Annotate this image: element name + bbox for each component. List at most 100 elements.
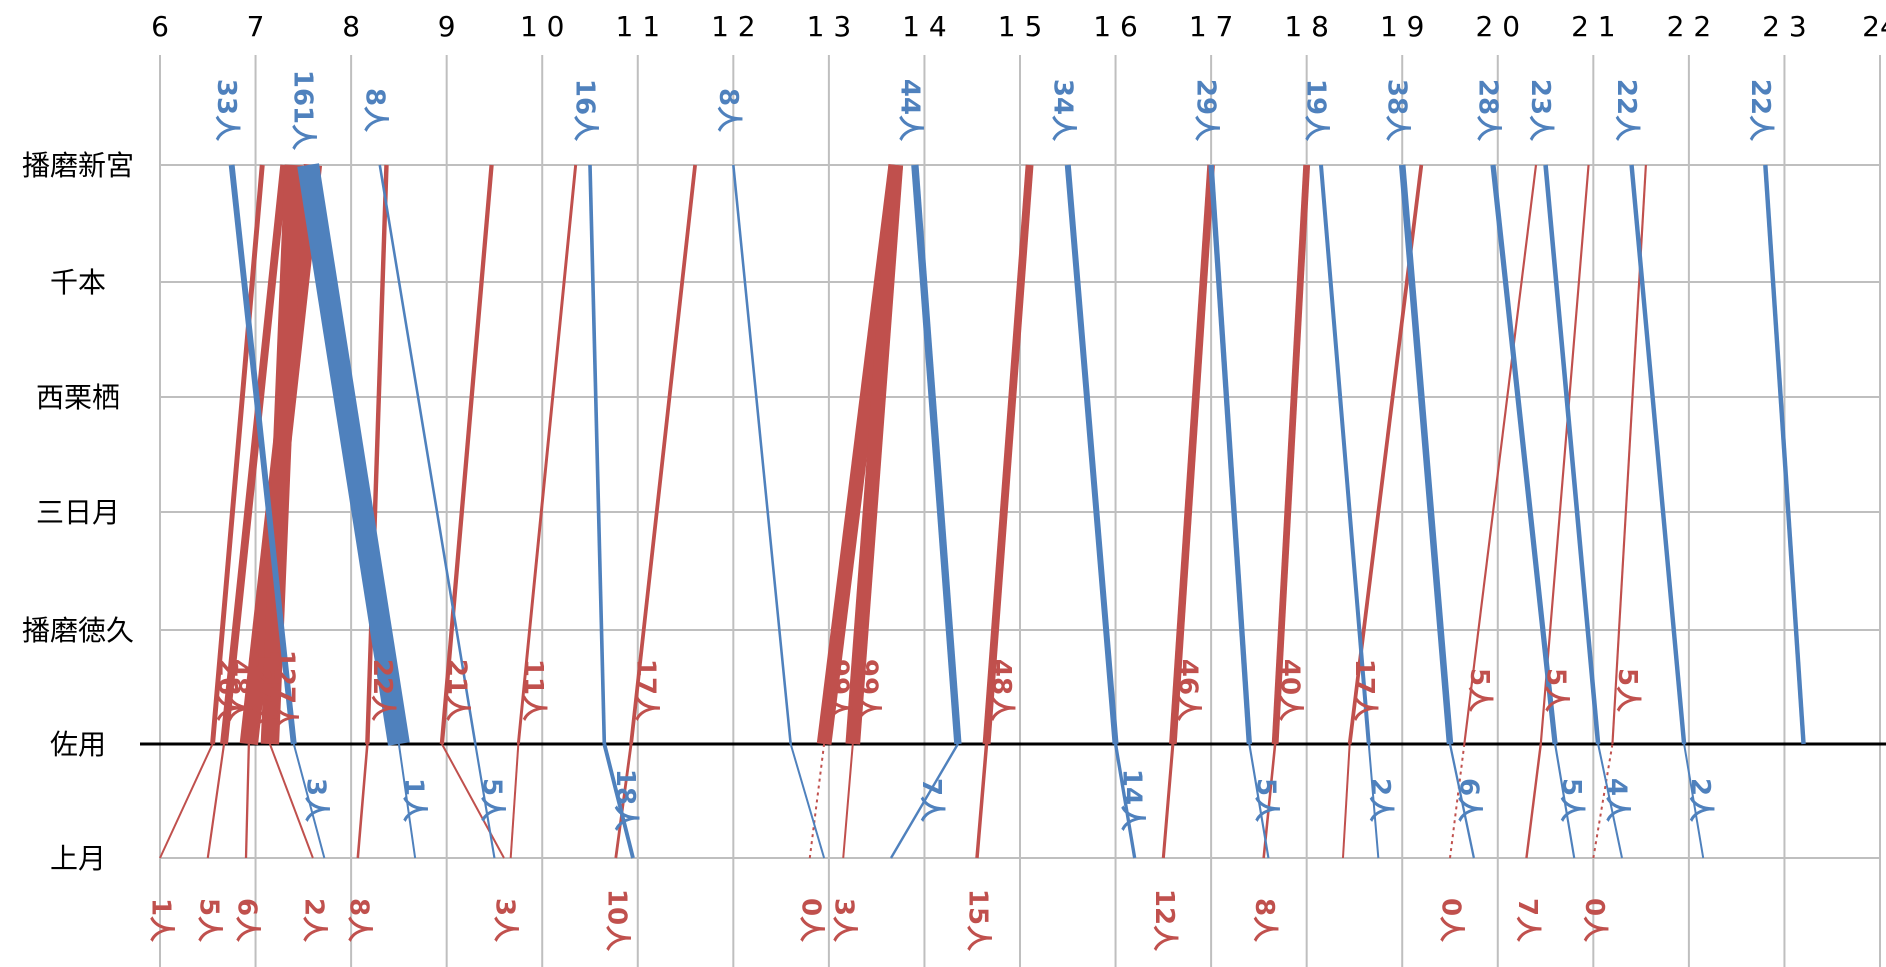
hour-tick-label: 1 5 [998, 10, 1043, 43]
hour-tick-label: 2 3 [1762, 10, 1807, 43]
hour-tick-label: 2 2 [1667, 10, 1712, 43]
passenger-count-label: 8人 [343, 898, 373, 942]
passenger-labels: 1人 26人 5人 48人 6人 127人 2人 127人 8人 22人 3人 21人 11人 10人 17… [146, 70, 1775, 951]
passenger-count-label: 12人 [1149, 889, 1179, 951]
passenger-count-label: 17人 [1349, 659, 1379, 721]
passenger-count-label: 22人 [1745, 79, 1775, 141]
station-label: 西栗栖 [36, 381, 120, 414]
up-train-segment-upper [260, 164, 303, 745]
down-train-segment-upper [378, 164, 477, 745]
hour-tick-label: 6 [151, 10, 169, 43]
passenger-count-label: 127人 [248, 650, 278, 730]
down-train-segment-lower [1248, 743, 1270, 859]
passenger-count-label: 3人 [829, 898, 859, 942]
down-train-segment-lower [789, 743, 826, 859]
up-train-segment-lower [356, 743, 369, 859]
passenger-count-label: 22人 [367, 659, 397, 721]
passenger-count-label: 38人 [1382, 79, 1412, 141]
passenger-count-label: 14人 [1117, 769, 1147, 831]
down-train-segment-lower [1113, 743, 1137, 859]
hour-tick-label: 1 4 [902, 10, 947, 43]
down-train-segment-lower [474, 743, 496, 859]
passenger-count-label: 2人 [1685, 778, 1715, 822]
hour-tick-label: 1 0 [520, 10, 565, 43]
passenger-count-label: 5人 [1250, 778, 1280, 822]
up-train-segment-lower [441, 743, 505, 859]
passenger-count-label: 0人 [1436, 898, 1466, 942]
up-train-segment-lower [159, 743, 214, 859]
station-label: 播磨新宮 [22, 149, 134, 182]
passenger-count-label: 5人 [476, 778, 506, 822]
passenger-count-label: 18人 [610, 769, 640, 831]
passenger-count-label: 34人 [1047, 79, 1077, 141]
down-train-segment-lower [1683, 743, 1705, 859]
down-train-segment-upper [1398, 164, 1454, 745]
hour-tick-label: 1 3 [807, 10, 852, 43]
up-train-segment-upper [220, 164, 289, 745]
passenger-count-label: 5人 [1540, 668, 1570, 712]
passenger-count-label: 26人 [212, 659, 242, 721]
passenger-count-label: 5人 [1556, 778, 1586, 822]
passenger-count-label: 3人 [490, 898, 520, 942]
passenger-count-label: 3人 [301, 778, 331, 822]
hour-tick-label: 1 1 [616, 10, 661, 43]
passenger-count-label: 10人 [601, 889, 631, 951]
passenger-count-label: 29人 [1191, 79, 1221, 141]
hour-tick-label: 8 [342, 10, 360, 43]
passenger-count-label: 16人 [570, 79, 600, 141]
down-train-segment-lower [602, 743, 635, 859]
up-train-segment-upper [845, 164, 904, 745]
hour-tick-label: 1 9 [1380, 10, 1425, 43]
up-train-segment-upper [1539, 164, 1590, 745]
passenger-count-label: 127人 [269, 650, 299, 730]
down-train-segment-upper [588, 164, 607, 745]
passenger-count-label: 23人 [1525, 79, 1555, 141]
hour-tick-label: 2 0 [1476, 10, 1521, 43]
passenger-count-label: 161人 [288, 70, 318, 150]
passenger-count-label: 6人 [1453, 778, 1483, 822]
down-train-segment-upper [1763, 164, 1806, 745]
up-train-segment-lower [509, 743, 520, 859]
up-train-segment-lower [808, 743, 826, 859]
passenger-count-label: 22人 [1611, 79, 1641, 141]
station-label: 三日月 [36, 496, 120, 529]
up-train-segment-upper [629, 164, 697, 745]
down-train-segment-upper [732, 164, 792, 745]
down-train-segment-lower [292, 743, 326, 859]
up-train-segment-lower [1449, 743, 1466, 859]
down-train-segment-lower [397, 743, 417, 859]
station-label: 佐用 [50, 728, 106, 761]
hour-tick-labels: 6 7 8 9 1 0 1 1 1 2 1 3 1 4 1 5 1 6 1 7 1 8 1 9 2 0 2 1… [151, 10, 1886, 43]
down-train-segment-upper [1543, 164, 1601, 745]
passenger-count-label: 7人 [916, 778, 946, 822]
down-train-segment-lower [1367, 743, 1380, 859]
passenger-count-label: 0人 [1579, 898, 1609, 942]
passenger-count-label: 5人 [193, 898, 223, 942]
passenger-count-label: 0人 [795, 898, 825, 942]
up-train-segment-upper [1271, 164, 1311, 745]
down-train-segment-upper [1629, 164, 1687, 745]
up-train-segment-upper [365, 164, 389, 745]
passenger-count-label: 99人 [824, 659, 854, 721]
up-train-segment-lower [206, 743, 226, 859]
hour-tick-label: 1 8 [1284, 10, 1329, 43]
hour-tick-label: 1 7 [1189, 10, 1234, 43]
hour-tick-label: 24 [1862, 10, 1886, 43]
passenger-count-label: 2人 [298, 898, 328, 942]
passenger-count-label: 28人 [1473, 79, 1503, 141]
passenger-count-label: 19人 [1301, 79, 1331, 141]
up-train-segment-upper [1169, 164, 1215, 745]
hour-tick-label: 9 [438, 10, 456, 43]
up-train-segment-lower [842, 743, 854, 859]
passenger-count-label: 40人 [1275, 659, 1305, 721]
down-train-segment-upper [1490, 164, 1558, 745]
up-train-segment-lower [1525, 743, 1542, 859]
down-train-segment-lower [889, 743, 959, 859]
down-train-segment-upper [1208, 164, 1253, 745]
station-label: 播磨徳久 [22, 614, 134, 647]
down-train-segment-lower [1597, 743, 1623, 859]
passenger-count-label: 7人 [1512, 898, 1542, 942]
up-train-segment-upper [439, 164, 494, 745]
